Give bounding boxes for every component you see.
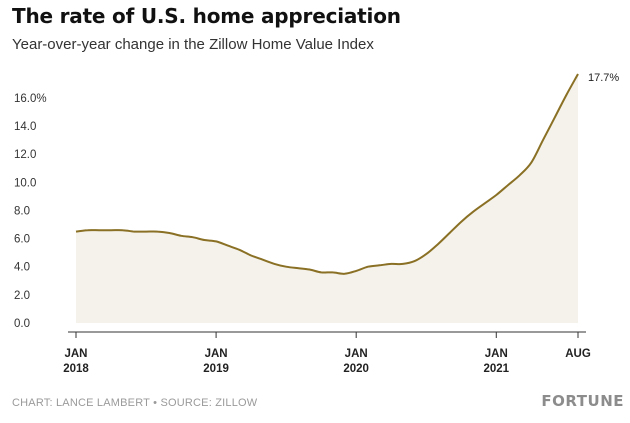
- x-tick-label-year: 2018: [63, 363, 89, 375]
- x-tick-label: JAN: [485, 348, 508, 360]
- y-tick-label: 6.0: [14, 234, 30, 246]
- series-line: [75, 73, 579, 275]
- y-tick-label: 12.0: [14, 149, 36, 161]
- y-tick-labels: 0.0 2.0 4.0 6.0 8.0 10.0 12.0 14.0 16.0%: [14, 93, 47, 330]
- y-tick-label: 0.0: [14, 318, 30, 330]
- y-tick-label: 4.0: [14, 262, 30, 274]
- y-tick-label: 2.0: [14, 290, 30, 302]
- brand-logo: FORTUNE: [541, 392, 624, 410]
- x-tick-label: JAN: [64, 348, 87, 360]
- y-tick-label: 14.0: [14, 121, 36, 133]
- area-fill: [76, 74, 578, 323]
- x-tick-label-year: 2019: [203, 363, 229, 375]
- y-tick-label: 8.0: [14, 205, 30, 217]
- x-tick-label: JAN: [345, 348, 368, 360]
- end-value-label: 17.7%: [588, 72, 619, 84]
- chart-subtitle: Year-over-year change in the Zillow Home…: [12, 36, 374, 53]
- y-tick-label: 10.0: [14, 177, 36, 189]
- x-tick-marks: [75, 332, 579, 338]
- x-tick-label: JAN: [205, 348, 228, 360]
- x-tick-label-year: 2021: [483, 363, 509, 375]
- chart-credit: CHART: LANCE LAMBERT • SOURCE: ZILLOW: [12, 397, 258, 409]
- chart-title: The rate of U.S. home appreciation: [12, 4, 401, 28]
- x-tick-label: AUG: [565, 348, 591, 360]
- area-chart: 0.0 2.0 4.0 6.0 8.0 10.0 12.0 14.0 16.0% JAN 2018…: [14, 72, 619, 375]
- x-tick-labels: JAN 2018 JAN 2019 JAN 2020 JAN 2021 AUG: [63, 348, 591, 375]
- y-tick-label: 16.0%: [14, 93, 47, 105]
- x-tick-label-year: 2020: [343, 363, 369, 375]
